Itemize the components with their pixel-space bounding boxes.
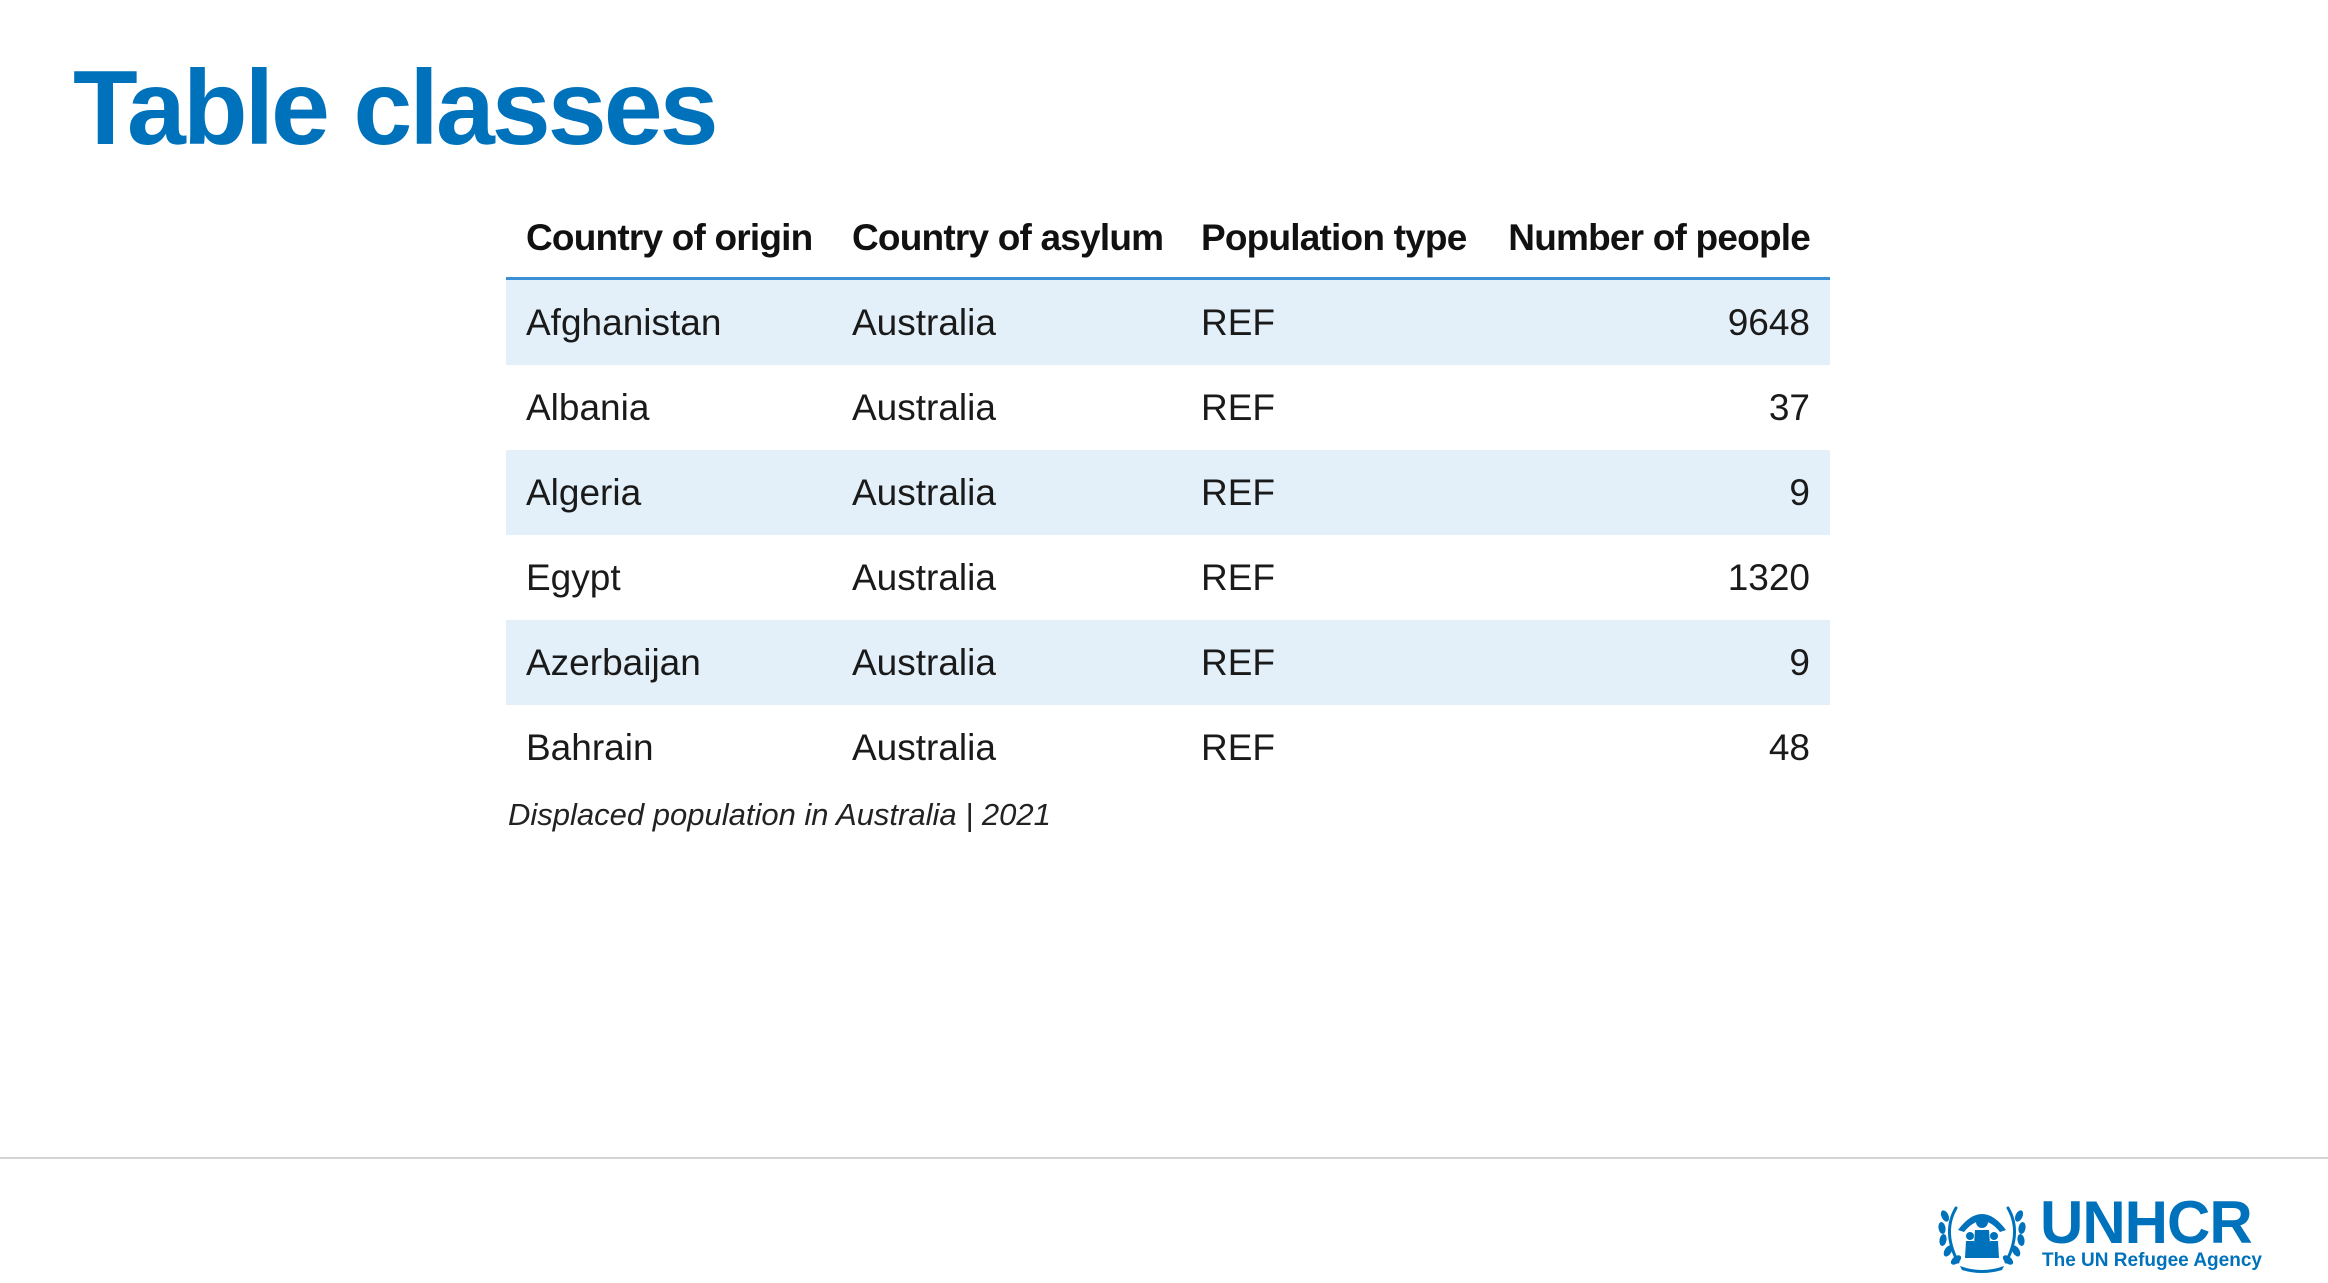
cell-country-of-origin: Bahrain [506,705,832,790]
cell-country-of-origin: Egypt [506,535,832,620]
table-row: Azerbaijan Australia REF 9 [506,620,1830,705]
cell-country-of-origin: Afghanistan [506,278,832,365]
cell-country-of-origin: Albania [506,365,832,450]
cell-country-of-origin: Azerbaijan [506,620,832,705]
table-header: Country of origin Country of asylum Popu… [506,198,1830,280]
table-row: Algeria Australia REF 9 [506,450,1830,535]
table-row: Albania Australia REF 37 [506,365,1830,450]
cell-number-of-people: 48 [1487,705,1830,790]
cell-country-of-asylum: Australia [832,620,1181,705]
cell-population-type: REF [1181,535,1487,620]
cell-number-of-people: 37 [1487,365,1830,450]
table-caption: Displaced population in Australia | 2021 [508,797,1051,832]
column-header-country-of-origin: Country of origin [506,198,832,280]
cell-number-of-people: 9 [1487,620,1830,705]
cell-country-of-asylum: Australia [832,705,1181,790]
table-body: Afghanistan Australia REF 9648 Albania A… [506,278,1830,790]
cell-population-type: REF [1181,450,1487,535]
column-header-country-of-asylum: Country of asylum [832,198,1181,280]
cell-country-of-asylum: Australia [832,365,1181,450]
table-row: Afghanistan Australia REF 9648 [506,278,1830,365]
cell-country-of-asylum: Australia [832,535,1181,620]
header-row: Country of origin Country of asylum Popu… [506,198,1830,280]
cell-population-type: REF [1181,278,1487,365]
data-table: Country of origin Country of asylum Popu… [506,198,1830,790]
column-header-number-of-people: Number of people [1487,198,1830,280]
cell-country-of-asylum: Australia [832,278,1181,365]
table-container: Country of origin Country of asylum Popu… [506,198,1830,790]
cell-population-type: REF [1181,365,1487,450]
unhcr-emblem-icon [1938,1206,2026,1273]
footer-divider [0,1157,2328,1159]
unhcr-logo: UNHCR The UN Refugee Agency [1936,1190,2266,1276]
cell-number-of-people: 1320 [1487,535,1830,620]
column-header-population-type: Population type [1181,198,1487,280]
logo-wordmark: UNHCR [2040,1189,2253,1256]
cell-country-of-origin: Algeria [506,450,832,535]
page-title: Table classes [73,49,719,167]
cell-population-type: REF [1181,620,1487,705]
cell-number-of-people: 9 [1487,450,1830,535]
logo-tagline: The UN Refugee Agency [2042,1250,2262,1271]
cell-population-type: REF [1181,705,1487,790]
table-row: Egypt Australia REF 1320 [506,535,1830,620]
cell-country-of-asylum: Australia [832,450,1181,535]
cell-number-of-people: 9648 [1487,278,1830,365]
table-row: Bahrain Australia REF 48 [506,705,1830,790]
